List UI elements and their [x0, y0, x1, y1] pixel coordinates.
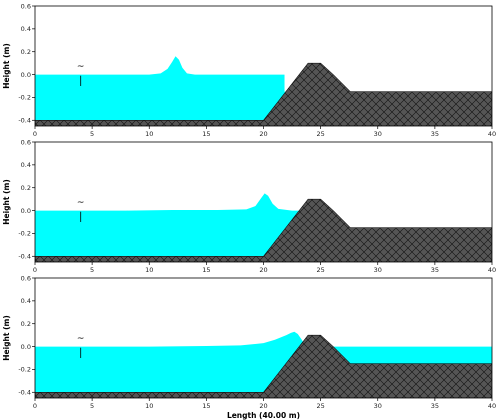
- panel-3: ~0 5 10 15 20 25 30 35 40 -0.4 -0.2 0.0 0.2 0.4 0.6 Hei…: [2, 274, 496, 420]
- x-tick-label: 0: [33, 130, 37, 138]
- x-tick-label: 35: [431, 130, 439, 138]
- x-tick-label: 35: [431, 266, 439, 274]
- x-tick-label: 10: [145, 130, 153, 138]
- y-tick-label: -0.4: [18, 389, 31, 397]
- y-axis-label: Height (m): [2, 315, 11, 361]
- y-tick-label: 0.6: [21, 2, 31, 10]
- y-axis-label: Height (m): [2, 43, 11, 89]
- y-tick-label: 0.2: [21, 184, 31, 192]
- y-tick-label: -0.4: [18, 253, 31, 261]
- x-tick-label: 25: [316, 402, 324, 410]
- y-tick-label: 0.2: [21, 48, 31, 56]
- gauge-marker-glyph: ~: [77, 334, 85, 344]
- x-tick-label: 25: [316, 130, 324, 138]
- y-tick-label: -0.2: [18, 366, 31, 374]
- y-axis-label: Height (m): [2, 179, 11, 225]
- y-tick-label: 0.2: [21, 320, 31, 328]
- x-tick-label: 10: [145, 402, 153, 410]
- x-tick-label: 35: [431, 402, 439, 410]
- x-tick-label: 5: [90, 266, 94, 274]
- y-tick-label: 0.0: [21, 71, 31, 79]
- x-tick-label: 0: [33, 266, 37, 274]
- x-tick-label: 30: [374, 130, 382, 138]
- x-tick-label: 10: [145, 266, 153, 274]
- x-tick-label: 15: [202, 266, 210, 274]
- y-tick-label: 0.6: [21, 274, 31, 282]
- x-tick-label: 15: [202, 402, 210, 410]
- bed-obstacle-area: [35, 198, 492, 262]
- x-tick-label: 20: [259, 130, 267, 138]
- x-tick-label: 0: [33, 402, 37, 410]
- x-tick-label: 5: [90, 402, 94, 410]
- bed-obstacle-area: [35, 62, 492, 126]
- panel-1: ~0 5 10 15 20 25 30 35 40 -0.4 -0.2 0.0 0.2 0.4 0.6 Hei…: [2, 2, 496, 138]
- x-tick-label: 30: [374, 266, 382, 274]
- y-tick-label: -0.2: [18, 94, 31, 102]
- y-tick-label: -0.4: [18, 117, 31, 125]
- x-tick-label: 5: [90, 130, 94, 138]
- y-tick-label: 0.0: [21, 343, 31, 351]
- x-axis-label: Length (40.00 m): [227, 411, 300, 420]
- x-tick-label: 25: [316, 266, 324, 274]
- y-tick-label: 0.4: [21, 161, 31, 169]
- x-tick-label: 40: [488, 130, 496, 138]
- x-tick-label: 15: [202, 130, 210, 138]
- y-tick-label: 0.4: [21, 25, 31, 33]
- y-tick-label: -0.2: [18, 230, 31, 238]
- panel-2: ~0 5 10 15 20 25 30 35 40 -0.4 -0.2 0.0 0.2 0.4 0.6 Hei…: [2, 138, 496, 274]
- x-tick-label: 40: [488, 402, 496, 410]
- x-tick-label: 30: [374, 402, 382, 410]
- gauge-marker-glyph: ~: [77, 62, 85, 72]
- y-tick-label: 0.4: [21, 297, 31, 305]
- gauge-marker-glyph: ~: [77, 198, 85, 208]
- x-tick-label: 20: [259, 402, 267, 410]
- x-tick-label: 40: [488, 266, 496, 274]
- y-tick-label: 0.0: [21, 207, 31, 215]
- x-tick-label: 20: [259, 266, 267, 274]
- bed-obstacle-area: [35, 334, 492, 398]
- y-tick-label: 0.6: [21, 138, 31, 146]
